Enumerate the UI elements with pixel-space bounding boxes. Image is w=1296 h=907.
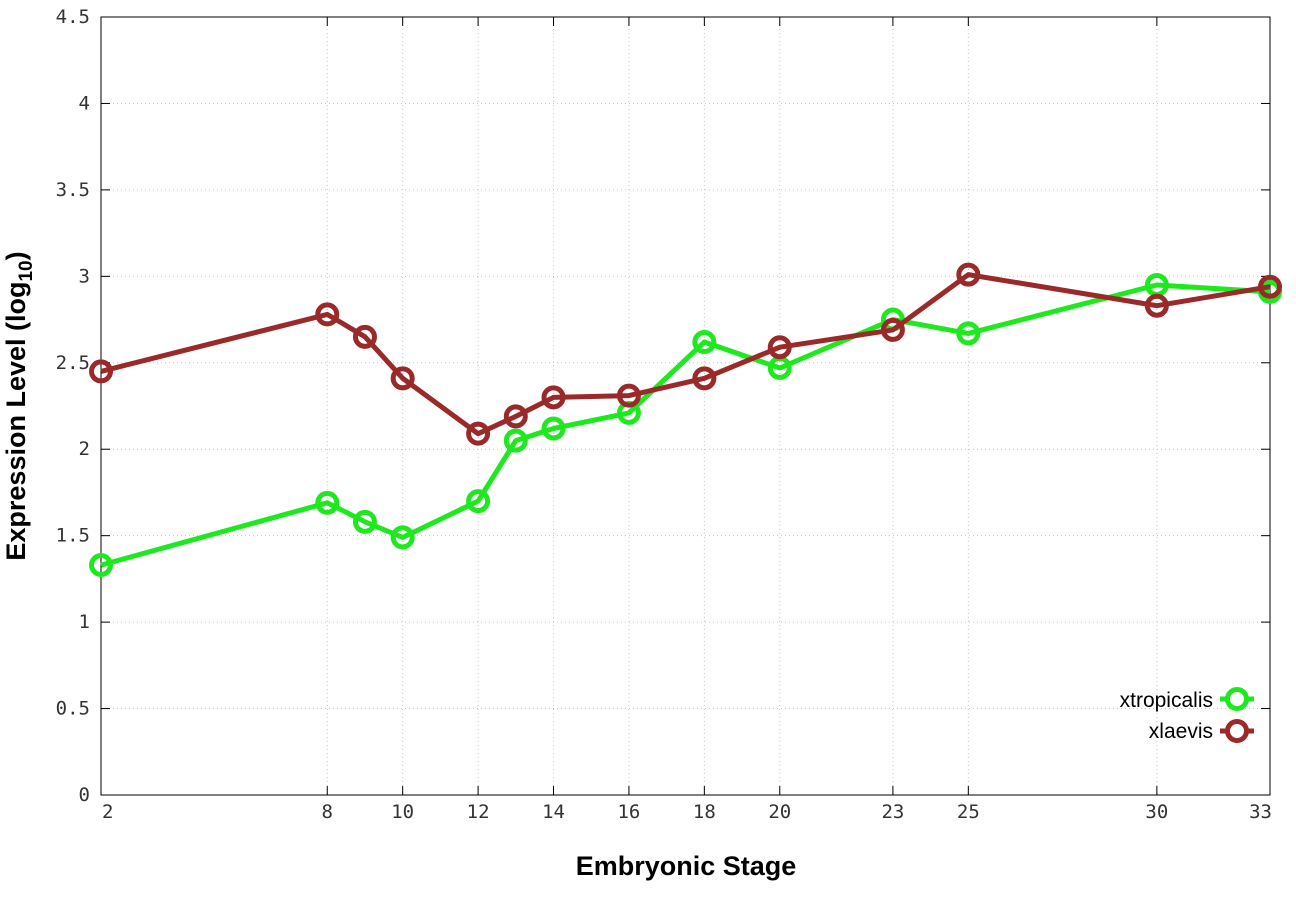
data-point-xtropicalis	[390, 525, 415, 550]
legend-label-xlaevis: xlaevis	[1149, 720, 1213, 743]
data-point-xtropicalis	[503, 428, 528, 453]
x-tick-label: 25	[957, 801, 980, 823]
data-point-xlaevis	[692, 366, 717, 391]
legend-marker-xlaevis	[1225, 719, 1249, 743]
legend-marker-xtropicalis	[1225, 687, 1249, 711]
data-point-xlaevis	[1144, 293, 1169, 318]
series-xlaevis	[89, 262, 1282, 446]
x-tick-label: 23	[881, 801, 904, 823]
data-point-xtropicalis	[692, 330, 717, 355]
data-point-xlaevis	[880, 317, 905, 342]
y-axis-title-end: )	[1, 251, 31, 260]
y-tick-label: 1.5	[56, 525, 90, 547]
legend: xtropicalis xlaevis	[1120, 687, 1254, 743]
y-tick-label: 3	[79, 265, 90, 287]
data-point-xlaevis	[541, 385, 566, 410]
data-point-xlaevis	[616, 383, 641, 408]
x-tick-label: 20	[768, 801, 791, 823]
y-tick-label: 0.5	[56, 698, 90, 720]
data-point-xtropicalis	[541, 416, 566, 441]
data-point-xlaevis	[315, 302, 340, 327]
data-point-xlaevis	[390, 366, 415, 391]
data-point-xlaevis	[352, 324, 377, 349]
tick-labels: 0 0.5 1 1.5 2 2.5 3 3.5 4 4.5 2 8 10 12 14 16 18 20 23 25 30…	[56, 6, 1272, 823]
x-tick-label: 18	[693, 801, 716, 823]
grid-lines	[101, 17, 1270, 795]
data-point-xtropicalis	[466, 489, 491, 514]
x-tick-label: 33	[1249, 801, 1272, 823]
series-xtropicalis	[89, 272, 1282, 578]
data-point-xlaevis	[503, 404, 528, 429]
y-axis-title-subscript: 10	[16, 260, 37, 281]
series-group	[89, 262, 1282, 578]
x-tick-label: 30	[1145, 801, 1168, 823]
y-axis-title-main: Expression Level (log	[1, 282, 31, 561]
data-point-xtropicalis	[315, 490, 340, 515]
x-tick-label: 16	[617, 801, 640, 823]
data-point-xtropicalis	[89, 553, 113, 578]
data-point-xlaevis	[767, 335, 792, 360]
x-tick-label: 12	[467, 801, 490, 823]
x-axis-title: Embryonic Stage	[576, 851, 797, 881]
y-axis-title: Expression Level (log10)	[1, 251, 37, 560]
data-point-xlaevis	[956, 262, 981, 287]
y-tick-label: 0	[79, 784, 90, 806]
series-line-xtropicalis	[100, 282, 1271, 568]
y-tick-label: 3.5	[56, 179, 90, 201]
y-tick-label: 4.5	[56, 6, 90, 28]
y-tick-label: 4	[79, 92, 90, 114]
y-tick-label: 1	[79, 611, 90, 633]
plot-frame	[100, 16, 1271, 796]
y-tick-label: 2.5	[56, 352, 90, 374]
data-point-xlaevis	[1258, 274, 1282, 299]
data-point-xtropicalis	[956, 321, 981, 346]
axis-ticks	[100, 16, 1271, 796]
x-tick-label: 8	[322, 801, 333, 823]
data-point-xlaevis	[89, 359, 113, 384]
y-tick-label: 2	[79, 438, 90, 460]
legend-label-xtropicalis: xtropicalis	[1120, 689, 1213, 712]
x-tick-label: 14	[542, 801, 565, 823]
x-tick-label: 2	[102, 801, 113, 823]
data-point-xtropicalis	[352, 509, 377, 534]
data-point-xlaevis	[466, 421, 491, 446]
x-tick-label: 10	[391, 801, 414, 823]
